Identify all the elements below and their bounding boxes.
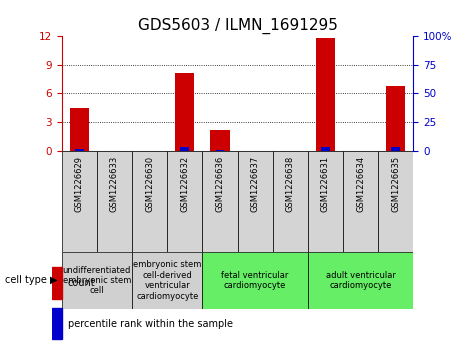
Bar xyxy=(97,151,132,252)
Bar xyxy=(132,252,202,309)
Bar xyxy=(62,252,132,309)
Bar xyxy=(62,151,97,252)
Text: embryonic stem
cell-derived
ventricular
cardiomyocyte: embryonic stem cell-derived ventricular … xyxy=(133,260,201,301)
Text: undifferentiated
embryonic stem
cell: undifferentiated embryonic stem cell xyxy=(63,265,131,295)
Text: cell type ▶: cell type ▶ xyxy=(4,276,57,285)
Bar xyxy=(202,252,308,309)
Bar xyxy=(308,151,343,252)
Bar xyxy=(321,147,330,151)
Bar xyxy=(52,307,62,339)
Text: GSM1226637: GSM1226637 xyxy=(251,156,259,212)
Text: GSM1226636: GSM1226636 xyxy=(216,156,224,212)
Bar xyxy=(132,151,167,252)
Text: percentile rank within the sample: percentile rank within the sample xyxy=(68,318,233,329)
Text: fetal ventricular
cardiomyocyte: fetal ventricular cardiomyocyte xyxy=(221,271,289,290)
Text: GSM1226630: GSM1226630 xyxy=(145,156,154,212)
Bar xyxy=(216,150,224,151)
Bar xyxy=(343,151,378,252)
Bar xyxy=(210,130,229,151)
Bar xyxy=(316,38,335,151)
Bar xyxy=(202,151,238,252)
Bar xyxy=(75,149,84,151)
Text: GSM1226629: GSM1226629 xyxy=(75,156,84,212)
Bar xyxy=(167,151,202,252)
Text: adult ventricular
cardiomyocyte: adult ventricular cardiomyocyte xyxy=(325,271,396,290)
Title: GDS5603 / ILMN_1691295: GDS5603 / ILMN_1691295 xyxy=(138,17,337,33)
Text: count: count xyxy=(68,278,95,288)
Text: GSM1226633: GSM1226633 xyxy=(110,156,119,212)
Bar xyxy=(378,151,413,252)
Text: GSM1226638: GSM1226638 xyxy=(286,156,294,212)
Bar xyxy=(386,86,405,151)
Bar xyxy=(70,108,89,151)
Text: GSM1226632: GSM1226632 xyxy=(180,156,189,212)
Bar xyxy=(238,151,273,252)
Bar xyxy=(180,147,189,151)
Bar xyxy=(391,147,400,151)
Text: GSM1226631: GSM1226631 xyxy=(321,156,330,212)
Bar xyxy=(308,252,413,309)
Bar xyxy=(273,151,308,252)
Text: GSM1226634: GSM1226634 xyxy=(356,156,365,212)
Bar xyxy=(52,267,62,298)
Text: GSM1226635: GSM1226635 xyxy=(391,156,400,212)
Bar xyxy=(175,73,194,151)
